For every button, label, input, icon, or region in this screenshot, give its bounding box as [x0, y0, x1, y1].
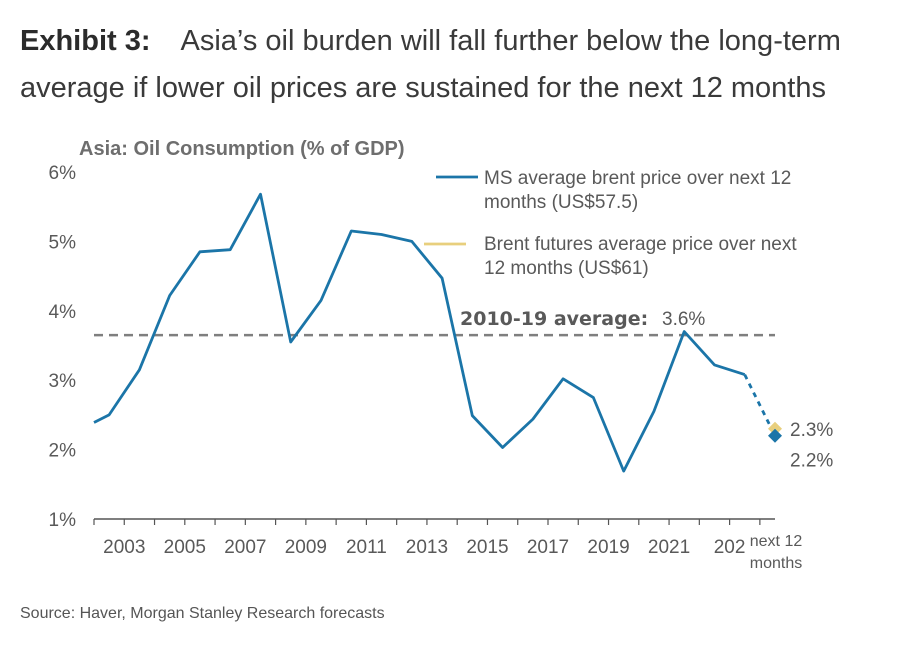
forecast-label-ms: 2.2%: [790, 451, 833, 472]
y-tick-label: 3%: [49, 371, 77, 392]
x-axis: 2003 2005 2007 2009 2011 2013 2015 2017 2019 2021…: [93, 518, 803, 572]
series-layer: 2.3% 2.2%: [93, 192, 833, 473]
x-tick-label: 202: [714, 537, 746, 558]
exhibit-title: Exhibit 3: Asia’s oil burden will fall fu…: [20, 18, 900, 112]
exhibit-headline: Asia’s oil burden will fall further belo…: [20, 25, 841, 104]
legend-label-ms: MS average brent price over next 12: [484, 168, 791, 189]
forecast-marker-ms: [768, 428, 782, 443]
x-tick-label: 2015: [466, 537, 508, 558]
source-note: Source: Haver, Morgan Stanley Research f…: [20, 605, 385, 622]
x-tick-label: 2021: [648, 537, 690, 558]
y-tick-label: 5%: [49, 232, 77, 253]
forecast-label-futures: 2.3%: [790, 420, 833, 441]
x-tick-label: 2013: [406, 537, 448, 558]
chart-title: Asia: Oil Consumption (% of GDP): [79, 138, 405, 160]
projection-line: [743, 374, 777, 437]
x-tick-label: 2011: [346, 537, 387, 558]
x-next-label: months: [750, 555, 802, 572]
legend-label-futures: Brent futures average price over next: [484, 234, 797, 255]
y-tick-label: 4%: [49, 302, 77, 323]
x-tick-label: 2005: [164, 537, 206, 558]
legend-label-ms: months (US$57.5): [484, 192, 638, 213]
y-tick-label: 6%: [49, 163, 77, 184]
average-label: 2010-19 average:: [460, 308, 648, 330]
oil-consumption-chart: Asia: Oil Consumption (% of GDP) 1% 2% 3% 4…: [49, 138, 834, 572]
average-reference: 2010-19 average: 3.6%: [94, 308, 775, 337]
y-tick-label: 2%: [49, 441, 77, 462]
exhibit-label: Exhibit 3:: [20, 25, 151, 57]
y-tick-label: 1%: [49, 510, 77, 531]
x-tick-label: 2007: [224, 537, 266, 558]
average-value-label: 3.6%: [662, 309, 705, 330]
x-next-label: next 12: [750, 533, 803, 550]
x-tick-label: 2019: [587, 537, 629, 558]
y-axis: 1% 2% 3% 4% 5% 6%: [49, 163, 77, 531]
x-tick-label: 2017: [527, 537, 569, 558]
legend: MS average brent price over next 12 month…: [424, 168, 797, 279]
series-line: [93, 192, 746, 473]
x-tick-label: 2003: [103, 537, 145, 558]
x-tick-label: 2009: [285, 537, 327, 558]
legend-label-futures: 12 months (US$61): [484, 258, 649, 279]
